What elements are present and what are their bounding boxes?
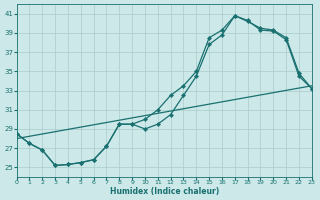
X-axis label: Humidex (Indice chaleur): Humidex (Indice chaleur) — [110, 187, 219, 196]
